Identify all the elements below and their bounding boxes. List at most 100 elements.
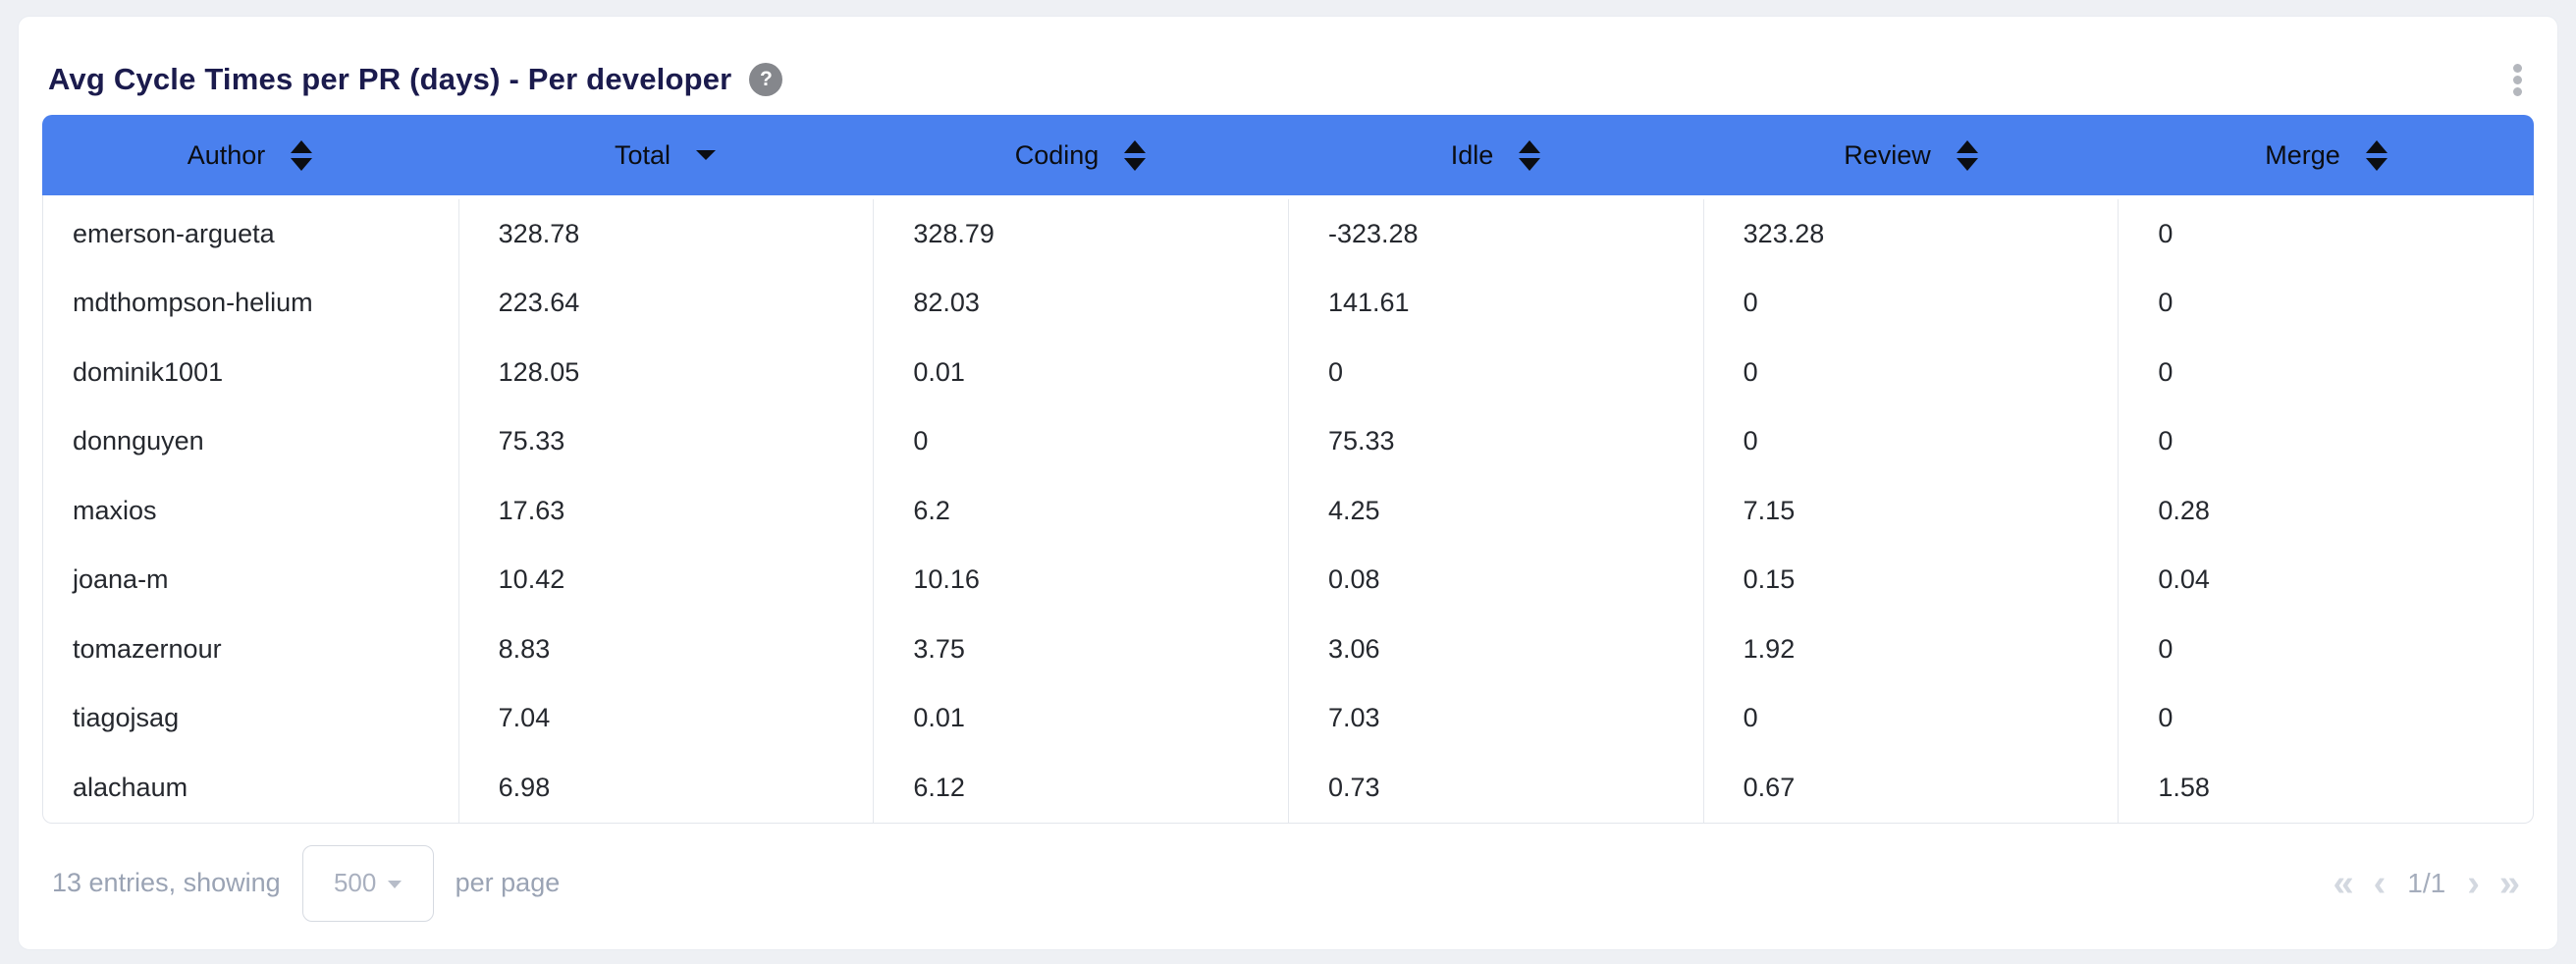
cell-total: 328.78 <box>457 199 874 269</box>
last-page-icon[interactable]: » <box>2498 862 2520 904</box>
column-label: Author <box>187 139 266 170</box>
sort-icon <box>291 139 313 171</box>
page-indicator: 1/1 <box>2407 867 2446 898</box>
table-row: emerson-argueta 328.78 328.79 -323.28 32… <box>43 199 2533 269</box>
cell-review: 323.28 <box>1702 199 2119 269</box>
sort-icon <box>1124 139 1147 171</box>
cell-merge: 0.04 <box>2118 545 2533 615</box>
table-row: alachaum 6.98 6.12 0.73 0.67 1.58 <box>43 753 2533 823</box>
cell-coding: 328.79 <box>873 199 1288 269</box>
cell-review: 7.15 <box>1702 476 2119 546</box>
cell-review: 0 <box>1702 683 2119 753</box>
cell-total: 7.04 <box>457 683 874 753</box>
table-body: emerson-argueta 328.78 328.79 -323.28 32… <box>42 195 2534 824</box>
kebab-menu-icon[interactable] <box>2507 58 2528 102</box>
cell-coding: 0 <box>873 406 1288 476</box>
first-page-icon[interactable]: « <box>2333 862 2354 904</box>
prev-page-icon[interactable]: ‹ <box>2373 862 2387 904</box>
cell-merge: 0 <box>2118 406 2533 476</box>
cell-coding: 10.16 <box>873 545 1288 615</box>
column-label: Idle <box>1450 139 1494 170</box>
table-header-row: Author Total Coding Idle Review Merge <box>42 115 2534 195</box>
cell-merge: 0 <box>2118 683 2533 753</box>
cell-author: alachaum <box>73 772 188 802</box>
cycle-times-table: Author Total Coding Idle Review Merge <box>42 115 2534 824</box>
cell-idle: 0.73 <box>1287 753 1703 823</box>
cell-idle: 3.06 <box>1287 615 1703 684</box>
entries-text: 13 entries, showing <box>52 868 281 898</box>
cell-total: 10.42 <box>457 545 874 615</box>
cell-author: maxios <box>73 495 157 525</box>
cell-merge: 0 <box>2118 338 2533 407</box>
column-label: Coding <box>1014 139 1100 170</box>
help-icon[interactable]: ? <box>749 63 783 96</box>
cell-author: emerson-argueta <box>73 218 275 248</box>
cell-idle: 75.33 <box>1287 406 1703 476</box>
cell-review: 1.92 <box>1702 615 2119 684</box>
table-row: donnguyen 75.33 0 75.33 0 0 <box>43 406 2533 476</box>
column-label: Total <box>614 139 671 170</box>
column-label: Review <box>1844 139 1931 170</box>
table-row: dominik1001 128.05 0.01 0 0 0 <box>43 338 2533 407</box>
cell-total: 17.63 <box>457 476 874 546</box>
pagination: « ‹ 1/1 › » <box>2333 865 2520 902</box>
column-header-idle[interactable]: Idle <box>1288 115 1703 195</box>
cell-total: 75.33 <box>457 406 874 476</box>
table-row: maxios 17.63 6.2 4.25 7.15 0.28 <box>43 476 2533 546</box>
cell-merge: 0 <box>2118 199 2533 269</box>
per-page-text: per page <box>455 868 561 898</box>
sort-desc-icon <box>696 150 717 160</box>
cell-idle: 0.08 <box>1287 545 1703 615</box>
cell-coding: 0.01 <box>873 683 1288 753</box>
cell-review: 0 <box>1702 338 2119 407</box>
cell-author: dominik1001 <box>73 356 224 387</box>
page-size-dropdown[interactable]: 500 <box>301 844 434 922</box>
page-title: Avg Cycle Times per PR (days) - Per deve… <box>48 62 732 96</box>
cell-total: 8.83 <box>457 615 874 684</box>
sort-icon <box>2365 139 2388 171</box>
widget-card: Avg Cycle Times per PR (days) - Per deve… <box>18 16 2558 950</box>
column-label: Merge <box>2265 139 2340 170</box>
cell-merge: 0 <box>2118 268 2533 338</box>
cell-coding: 6.12 <box>873 753 1288 823</box>
cell-coding: 82.03 <box>873 268 1288 338</box>
column-header-review[interactable]: Review <box>1703 115 2119 195</box>
cell-author: tiagojsag <box>73 703 180 733</box>
cell-idle: 141.61 <box>1287 268 1703 338</box>
sort-icon <box>1519 139 1541 171</box>
column-header-author[interactable]: Author <box>42 115 457 195</box>
cell-author: donnguyen <box>73 426 204 456</box>
cell-total: 6.98 <box>457 753 874 823</box>
table-row: mdthompson-helium 223.64 82.03 141.61 0 … <box>43 268 2533 338</box>
cell-idle: 4.25 <box>1287 476 1703 546</box>
cell-author: joana-m <box>73 564 169 595</box>
page-size-value: 500 <box>333 868 377 898</box>
card-header: Avg Cycle Times per PR (days) - Per deve… <box>19 17 2557 115</box>
cell-review: 0.67 <box>1702 753 2119 823</box>
next-page-icon[interactable]: › <box>2467 862 2480 904</box>
cell-merge: 1.58 <box>2118 753 2533 823</box>
cell-total: 223.64 <box>457 268 874 338</box>
column-header-total[interactable]: Total <box>457 115 873 195</box>
cell-merge: 0.28 <box>2118 476 2533 546</box>
entries-summary: 13 entries, showing 500 per page <box>52 844 561 922</box>
cell-review: 0.15 <box>1702 545 2119 615</box>
chevron-down-icon <box>388 881 402 889</box>
cell-review: 0 <box>1702 268 2119 338</box>
cell-coding: 3.75 <box>873 615 1288 684</box>
sort-icon <box>1956 139 1978 171</box>
cell-coding: 0.01 <box>873 338 1288 407</box>
cell-author: tomazernour <box>73 633 222 664</box>
table-row: joana-m 10.42 10.16 0.08 0.15 0.04 <box>43 545 2533 615</box>
table-footer: 13 entries, showing 500 per page « ‹ 1/1… <box>19 824 2557 950</box>
cell-idle: -323.28 <box>1287 199 1703 269</box>
table-row: tiagojsag 7.04 0.01 7.03 0 0 <box>43 683 2533 753</box>
table-row: tomazernour 8.83 3.75 3.06 1.92 0 <box>43 615 2533 684</box>
cell-author: mdthompson-helium <box>73 288 313 318</box>
column-header-coding[interactable]: Coding <box>873 115 1288 195</box>
cell-coding: 6.2 <box>873 476 1288 546</box>
column-header-merge[interactable]: Merge <box>2119 115 2534 195</box>
cell-idle: 0 <box>1287 338 1703 407</box>
cell-merge: 0 <box>2118 615 2533 684</box>
cell-total: 128.05 <box>457 338 874 407</box>
